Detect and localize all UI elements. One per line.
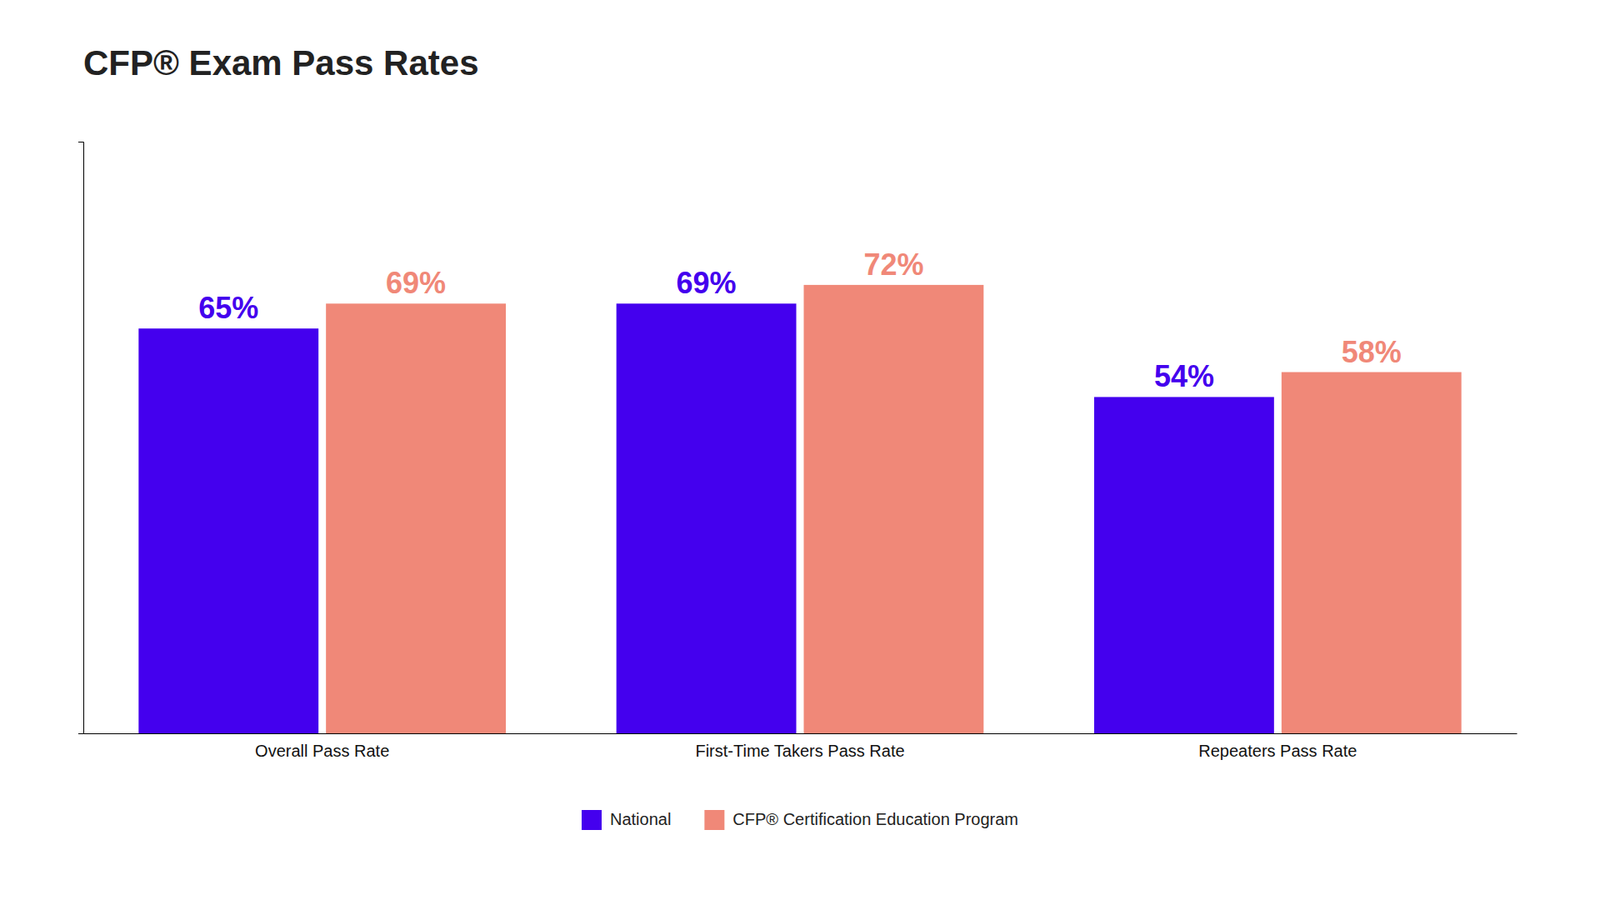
bar (1281, 372, 1462, 734)
data-label: 54% (1154, 359, 1215, 394)
data-label: 65% (198, 290, 259, 325)
bar (803, 285, 984, 734)
x-axis-line (84, 733, 1518, 735)
data-label: 69% (385, 265, 446, 300)
x-tick-label: First-Time Takers Pass Rate (695, 741, 905, 760)
legend-swatch (704, 810, 725, 830)
y-axis-line (78, 142, 85, 735)
x-tick: Repeaters Pass Rate (1198, 741, 1357, 760)
bar-series (325, 285, 1462, 734)
bar-series (138, 303, 1275, 734)
legend-label: National (610, 810, 671, 829)
x-tick: Overall Pass Rate (255, 741, 390, 760)
data-label: 58% (1341, 335, 1402, 370)
legend: National CFP® Certification Education Pro… (581, 810, 1019, 830)
title: CFP® Exam Pass Rates (83, 43, 480, 83)
data-label: 69% (676, 265, 737, 300)
bars (138, 285, 1461, 734)
legend-item: National (581, 810, 671, 830)
bar (138, 328, 319, 734)
x-tick-label: Repeaters Pass Rate (1198, 741, 1357, 760)
x-tick-label: Overall Pass Rate (255, 741, 390, 760)
data-label: 72% (863, 247, 924, 282)
background (0, 0, 1600, 900)
data-labels: 65% 69% 54% 69% 72% 58% (198, 247, 1402, 395)
legend-swatch (581, 810, 602, 830)
legend-label: CFP® Certification Education Program (732, 810, 1019, 829)
bar (616, 303, 797, 734)
bar (325, 303, 506, 734)
legend-item: CFP® Certification Education Program (704, 810, 1019, 830)
x-tick: First-Time Takers Pass Rate (695, 741, 905, 760)
y-axis (78, 142, 85, 735)
bar (1094, 396, 1275, 734)
chart: CFP® Exam Pass Rates Overall Pass Rate Fir… (0, 0, 1600, 900)
x-axis: Overall Pass Rate First-Time Takers Pass … (84, 734, 1518, 761)
